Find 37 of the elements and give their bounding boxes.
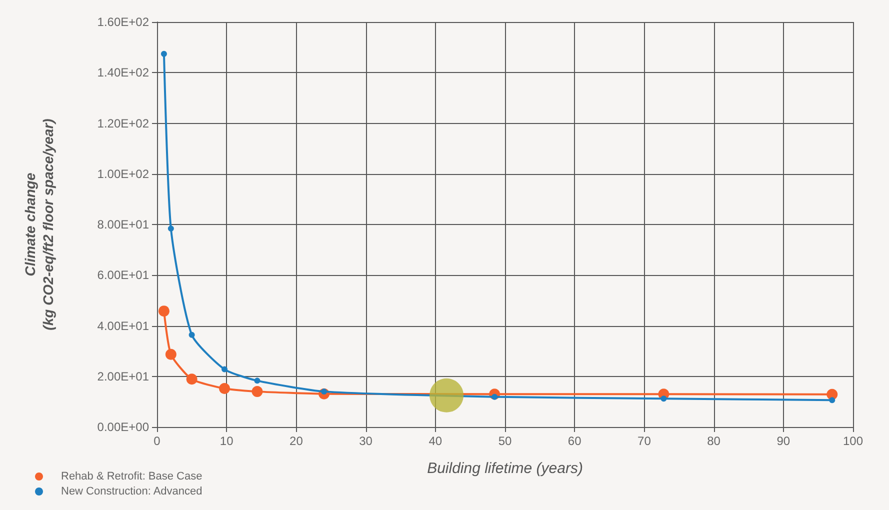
point	[165, 348, 176, 360]
y-tick-label: 1.40E+02	[97, 66, 150, 80]
y-axis-title: Climate change (kg CO2-eq/ft2 floor space/year)	[22, 118, 56, 330]
y-tick-label: 4.00E+01	[97, 318, 150, 333]
point	[829, 397, 836, 404]
point	[252, 386, 263, 398]
point	[660, 396, 667, 402]
x-tick-label: 90	[776, 434, 790, 448]
x-tick-label: 40	[428, 434, 442, 448]
point	[430, 378, 464, 412]
x-tick-label: 100	[842, 434, 864, 448]
x-axis-title: Building lifetime (years)	[427, 460, 583, 477]
x-tick-label: 0	[154, 434, 161, 448]
x-tick-label: 60	[568, 434, 582, 448]
point	[222, 366, 228, 372]
y-tick-label: 8.00E+01	[97, 218, 150, 232]
point	[219, 383, 230, 394]
point	[188, 332, 195, 338]
point	[160, 50, 167, 57]
point	[254, 378, 260, 384]
y-tick-label: 1.20E+02	[97, 116, 150, 130]
legend-label: New Construction: Advanced	[61, 486, 202, 498]
x-tick-label: 30	[359, 434, 373, 448]
x-tick-label: 50	[498, 434, 512, 448]
y-tick-label: 1.00E+02	[97, 166, 150, 181]
x-tick-label: 20	[290, 434, 304, 448]
y-tick-label: 2.00E+01	[97, 369, 150, 384]
y-tick-label: 1.60E+02	[97, 15, 150, 29]
point	[168, 226, 174, 232]
x-tick-label: 10	[220, 434, 234, 448]
y-tick-label: 6.00E+01	[97, 268, 150, 282]
x-tick-label: 80	[707, 434, 721, 448]
x-tick-label: 70	[638, 434, 652, 448]
y-tick-label: 0.00E+00	[97, 420, 150, 434]
point	[186, 374, 198, 385]
legend-label: Rehab & Retrofit: Base Case	[61, 470, 202, 482]
point	[158, 306, 170, 317]
